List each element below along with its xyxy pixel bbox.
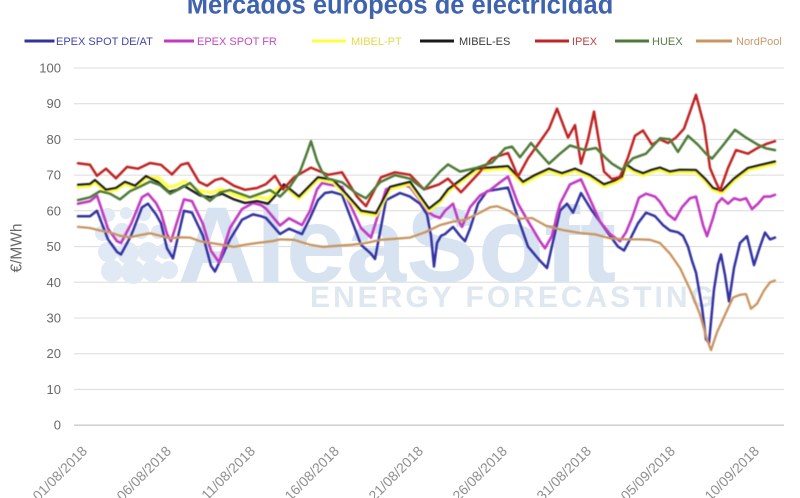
svg-text:50: 50	[47, 239, 61, 254]
svg-text:IPEX: IPEX	[572, 36, 598, 48]
svg-text:10: 10	[47, 382, 61, 397]
svg-text:€/MWh: €/MWh	[9, 223, 26, 272]
svg-text:20: 20	[47, 346, 61, 361]
svg-text:10/09/2018: 10/09/2018	[701, 443, 762, 498]
svg-text:ENERGY FORECASTING: ENERGY FORECASTING	[310, 281, 717, 314]
svg-text:90: 90	[47, 96, 61, 111]
svg-text:NordPool: NordPool	[736, 36, 782, 48]
svg-text:26/08/2018: 26/08/2018	[449, 443, 510, 498]
svg-text:0: 0	[54, 418, 61, 433]
svg-text:11/08/2018: 11/08/2018	[198, 443, 258, 498]
svg-text:30: 30	[47, 311, 61, 326]
svg-text:16/08/2018: 16/08/2018	[281, 443, 342, 498]
svg-text:06/08/2018: 06/08/2018	[113, 443, 174, 498]
svg-text:MIBEL-PT: MIBEL-PT	[351, 36, 402, 48]
svg-text:EPEX SPOT FR: EPEX SPOT FR	[197, 36, 277, 48]
svg-text:05/09/2018: 05/09/2018	[617, 443, 678, 498]
svg-text:80: 80	[47, 132, 61, 147]
svg-text:MIBEL-ES: MIBEL-ES	[459, 36, 510, 48]
svg-text:40: 40	[47, 275, 61, 290]
svg-text:21/08/2018: 21/08/2018	[365, 443, 426, 498]
svg-text:Mercados europeos de electrici: Mercados europeos de electricidad	[187, 0, 614, 20]
svg-text:31/08/2018: 31/08/2018	[533, 443, 594, 498]
svg-text:HUEX: HUEX	[652, 36, 683, 48]
svg-text:EPEX SPOT DE/AT: EPEX SPOT DE/AT	[56, 36, 153, 48]
svg-text:60: 60	[47, 203, 61, 218]
svg-text:100: 100	[39, 61, 61, 76]
svg-text:01/08/2018: 01/08/2018	[29, 443, 90, 498]
svg-text:70: 70	[47, 168, 61, 183]
